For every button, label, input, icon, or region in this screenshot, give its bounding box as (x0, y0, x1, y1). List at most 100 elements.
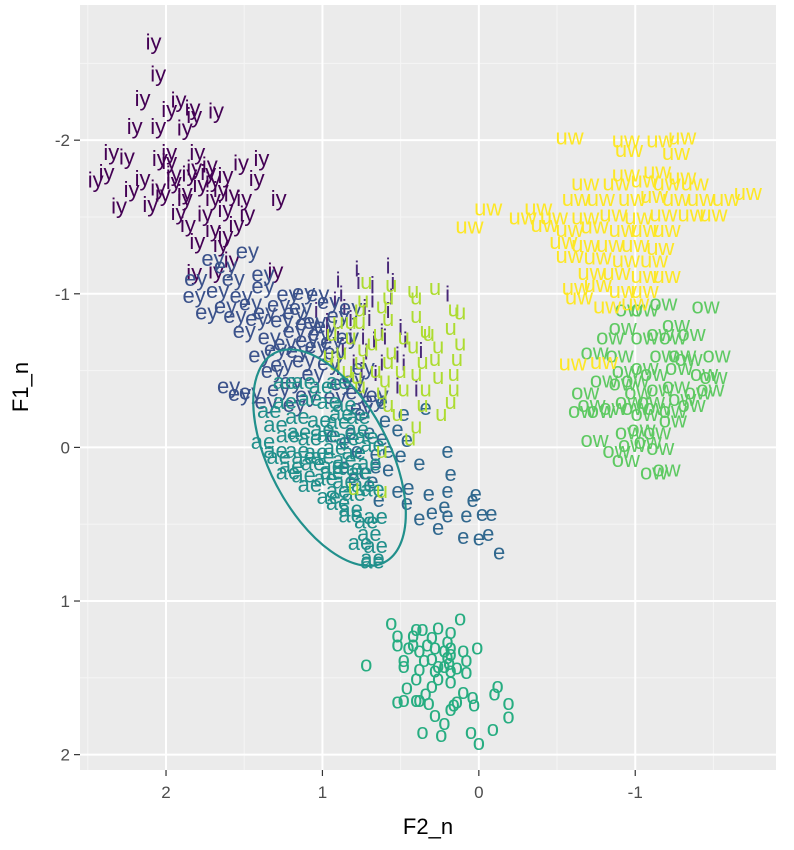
point-e: e (363, 420, 375, 445)
point-ae: ae (266, 444, 290, 469)
point-ey: ey (295, 327, 318, 352)
point-e: e (398, 401, 410, 426)
point-o: o (418, 647, 430, 672)
point-iy: iy (142, 192, 158, 217)
x-tick-label: 0 (474, 783, 483, 802)
point-ey: ey (267, 377, 290, 402)
point-i: i (370, 272, 375, 297)
point-uw: uw (593, 294, 621, 319)
point-ow: ow (696, 377, 724, 402)
point-ow: ow (677, 321, 705, 346)
point-iy: iy (213, 232, 229, 257)
point-ow: ow (646, 377, 674, 402)
point-ae: ae (338, 503, 362, 528)
point-ae: ae (338, 455, 362, 480)
point-u: u (376, 380, 388, 405)
x-tick-label: -1 (628, 783, 643, 802)
point-ey: ey (228, 381, 251, 406)
point-uw: uw (590, 349, 618, 374)
point-u: u (385, 340, 397, 365)
point-o: o (432, 615, 444, 640)
point-uw: uw (612, 248, 640, 273)
point-e: e (432, 515, 444, 540)
point-ae: ae (332, 392, 356, 417)
point-ey: ey (289, 295, 312, 320)
point-uw: uw (652, 171, 680, 196)
point-u: u (369, 358, 381, 383)
point-ae: ae (335, 426, 359, 451)
point-ae: ae (310, 444, 334, 469)
point-uw: uw (524, 195, 552, 220)
point-ey: ey (183, 283, 206, 308)
point-iy: iy (233, 151, 249, 176)
point-ae: ae (298, 426, 322, 451)
point-iy: iy (166, 169, 182, 194)
point-u: u (404, 426, 416, 451)
point-iy: iy (186, 103, 202, 128)
point-uw: uw (677, 201, 705, 226)
point-iy: iy (205, 168, 221, 193)
point-ow: ow (609, 370, 637, 395)
point-i: i (379, 350, 384, 375)
plot-panel (80, 5, 776, 770)
point-ae: ae (298, 386, 322, 411)
point-u: u (410, 361, 422, 386)
point-uw: uw (668, 125, 696, 150)
point-uw: uw (621, 232, 649, 257)
point-u: u (429, 346, 441, 371)
point-o: o (473, 730, 485, 755)
point-iy: iy (119, 145, 135, 170)
point-e: e (423, 481, 435, 506)
point-ow: ow (615, 297, 643, 322)
point-iy: iy (249, 166, 265, 191)
point-e: e (482, 521, 494, 546)
point-uw: uw (609, 278, 637, 303)
point-ow: ow (631, 324, 659, 349)
point-i: i (332, 287, 337, 312)
point-o: o (435, 722, 447, 747)
point-i: i (386, 254, 391, 279)
point-e: e (395, 443, 407, 468)
point-ae: ae (291, 444, 315, 469)
point-i: i (395, 373, 400, 398)
point-o: o (429, 658, 441, 683)
point-e: e (391, 478, 403, 503)
point-ey: ey (223, 303, 246, 328)
point-ey: ey (236, 238, 259, 263)
point-uw: uw (649, 201, 677, 226)
y-tick-label: 2 (61, 746, 70, 765)
point-u: u (385, 272, 397, 297)
point-o: o (407, 622, 419, 647)
point-u: u (332, 309, 344, 334)
point-ae: ae (348, 530, 372, 555)
point-o: o (420, 681, 432, 706)
point-o: o (410, 665, 422, 690)
point-u: u (432, 364, 444, 389)
point-u: u (335, 340, 347, 365)
point-i: i (325, 309, 330, 334)
point-ow: ow (577, 392, 605, 417)
x-tick-label: 2 (161, 783, 170, 802)
point-u: u (410, 284, 422, 309)
point-e: e (457, 524, 469, 549)
point-uw: uw (530, 212, 558, 237)
point-e: e (366, 469, 378, 494)
point-i: i (414, 377, 419, 402)
point-i: i (359, 358, 364, 383)
point-e: e (351, 438, 363, 463)
point-iy: iy (189, 229, 205, 254)
point-uw: uw (540, 204, 568, 229)
point-u: u (382, 392, 394, 417)
point-ae: ae (360, 432, 384, 457)
point-uw: uw (581, 214, 609, 239)
point-o: o (429, 635, 441, 660)
y-tick-label: 0 (61, 438, 70, 457)
point-ow: ow (646, 321, 674, 346)
point-ey: ey (350, 395, 373, 420)
point-i: i (356, 269, 361, 294)
point-o: o (410, 687, 422, 712)
point-ey: ey (214, 294, 237, 319)
point-ey: ey (323, 340, 346, 365)
point-ae: ae (310, 416, 334, 441)
point-i: i (373, 361, 378, 386)
